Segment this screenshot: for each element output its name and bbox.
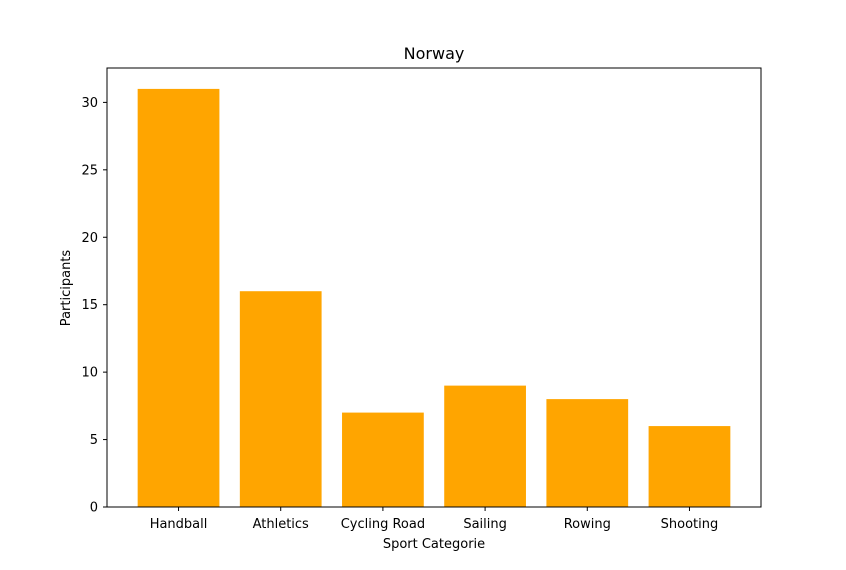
y-axis-label: Participants <box>59 250 74 327</box>
x-tick-label: Cycling Road <box>341 517 425 532</box>
y-tick-label: 5 <box>90 433 98 448</box>
y-tick-label: 25 <box>81 163 98 178</box>
bar-handball <box>137 88 220 508</box>
x-tick-label: Athletics <box>253 517 309 532</box>
bar-sailing <box>444 385 526 507</box>
x-tick-label: Shooting <box>661 517 719 532</box>
y-tick-label: 15 <box>81 298 98 313</box>
x-tick-label: Sailing <box>463 517 507 532</box>
x-tick-label: Rowing <box>564 517 611 532</box>
x-axis-label: Sport Categorie <box>383 537 485 552</box>
plot-frame <box>106 67 762 508</box>
chart-title: Norway <box>404 44 465 63</box>
bar-shooting <box>648 426 731 507</box>
y-tick-label: 30 <box>81 96 98 111</box>
bar-rowing <box>546 399 629 507</box>
y-tick-label: 0 <box>90 501 98 516</box>
y-tick-label: 20 <box>81 231 98 246</box>
bar-athletics <box>239 291 322 507</box>
x-axis: Handball Athletics Cycling Road Sailing Rowi… <box>150 507 719 532</box>
y-tick-label: 10 <box>81 366 98 381</box>
x-tick-label: Handball <box>150 517 208 532</box>
bar-cycling-road <box>342 412 424 507</box>
bars-group <box>137 88 731 508</box>
y-axis: 0 5 10 15 20 25 30 <box>81 96 107 516</box>
